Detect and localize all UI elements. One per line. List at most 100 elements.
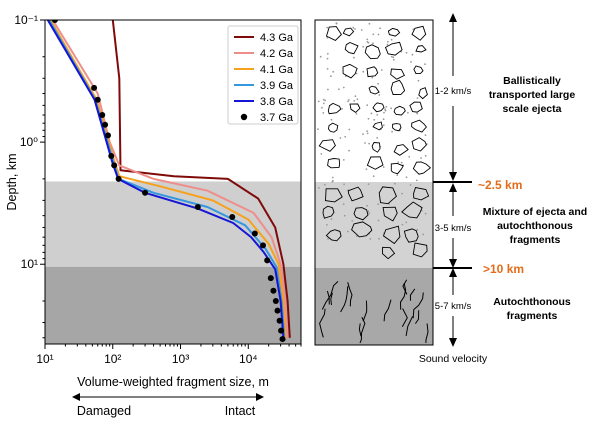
ejecta-fragment [344,41,359,55]
grain-dot [322,98,325,101]
zone-label-mixture-1: Mixture of ejecta and [483,206,587,218]
ejecta-fragment [413,65,424,75]
bedrock-crack [409,288,416,301]
grain-dot [323,183,326,186]
bedrock-crack [383,299,392,322]
grain-dot [401,223,404,226]
grain-dot [348,99,350,101]
data-point-3-7-ga-15 [267,275,274,282]
grain-dot [366,40,369,43]
bedrock-crack [330,292,333,306]
grain-dot [408,156,411,158]
data-point-3-7-ga-6 [108,153,115,160]
legend-label-3-7-ga: 3.7 Ga [260,112,294,124]
y-tick-label: 10¹ [21,257,38,271]
grain-dot [383,111,385,114]
ejecta-fragment [342,63,358,79]
grain-dot [405,221,408,224]
data-point-3-7-ga-16 [270,287,277,294]
grain-dot [347,100,349,103]
ejecta-fragment [412,161,432,175]
grain-dot [342,86,345,89]
grain-dot [424,154,427,157]
series-group [46,20,291,343]
ejecta-fragment [327,102,342,115]
grain-dot [401,192,403,195]
bedrock-crack [399,283,407,310]
ejecta-fragment [392,123,402,132]
bedrock-crack [425,323,429,344]
grain-dot [330,218,333,220]
data-point-3-7-ga-0 [51,20,58,23]
grain-dot [330,118,333,121]
bedrock-crack [326,290,330,305]
ejecta-fragment [353,207,369,221]
data-point-3-7-ga-4 [102,121,109,128]
grain-dot [366,38,369,41]
bedrock-crack [321,281,339,310]
data-point-3-7-ga-7 [111,162,118,169]
bedrock-crack [414,310,420,324]
ejecta-fragment [322,205,335,219]
ejecta-fragment [401,201,423,219]
grain-dot [378,237,380,240]
grain-dot [339,137,342,139]
velocity-arrow-ejecta [449,13,457,181]
grain-dot [331,176,334,179]
ejecta-fragment [382,246,396,260]
data-point-3-7-ga-5 [104,132,111,139]
grain-dot [322,112,325,114]
zone-label-ejecta-3: scale ejecta [503,103,562,115]
depth-marker-10km: >10 km [483,262,524,276]
bedrock-crack [347,282,353,307]
grain-dot [377,203,380,206]
grain-dot [330,75,332,78]
grain-dot [369,238,372,240]
zone-label-ejecta-1: Ballistically [503,75,561,87]
grain-dot [384,109,387,112]
legend-label-3-8-ga: 3.8 Ga [260,96,294,108]
y-tick-label: 10⁻¹ [14,13,38,27]
x-tick-label: 10¹ [36,352,53,366]
grain-dot [415,179,418,182]
grain-dot [416,228,419,231]
ejecta-fragment [393,144,409,156]
ejecta-fragment [372,102,385,113]
zone-label-ejecta-2: transported large [489,89,576,101]
grain-dot [379,27,381,30]
grain-dot [355,72,358,75]
depth-marker-2-5km: ~2.5 km [478,178,522,192]
ejecta-fragment [378,186,397,205]
ejecta-fragment [364,44,381,60]
x-tick-label: 10² [104,352,121,366]
data-point-3-7-ga-14 [264,257,271,264]
data-point-3-7-ga-10 [194,204,201,211]
ejecta-fragment [412,242,428,258]
ejecta-fragment [387,27,401,37]
velocity-arrow-mixture [449,183,457,268]
grain-dot [380,69,383,71]
ejecta-fragment [368,85,380,95]
ejecta-fragment [327,158,341,169]
intact-label: Intact [225,404,256,418]
ejecta-fragment [390,162,404,175]
grain-dot [348,128,351,131]
grain-dot [322,102,325,105]
depth-band-0 [45,181,301,267]
bedrock-crack [359,316,366,344]
ejecta-fragment [411,119,427,133]
grain-dot [424,212,427,215]
grain-dot [326,52,329,55]
grain-dot [326,68,329,70]
ejecta-fragment [318,139,336,152]
grain-dot [368,142,370,145]
ejecta-fragment [413,186,430,201]
ejecta-fragment [411,25,427,41]
bedrock-crack [340,286,349,313]
damage-arrow [72,393,264,401]
grain-dot [356,98,359,101]
grain-dot [326,57,329,60]
stratigraphy-schematic: ~2.5 km >10 km 1-2 km/s 3-5 km/s 5-7 km/… [314,13,587,365]
grain-dot [343,214,346,217]
grain-dot [386,43,389,46]
